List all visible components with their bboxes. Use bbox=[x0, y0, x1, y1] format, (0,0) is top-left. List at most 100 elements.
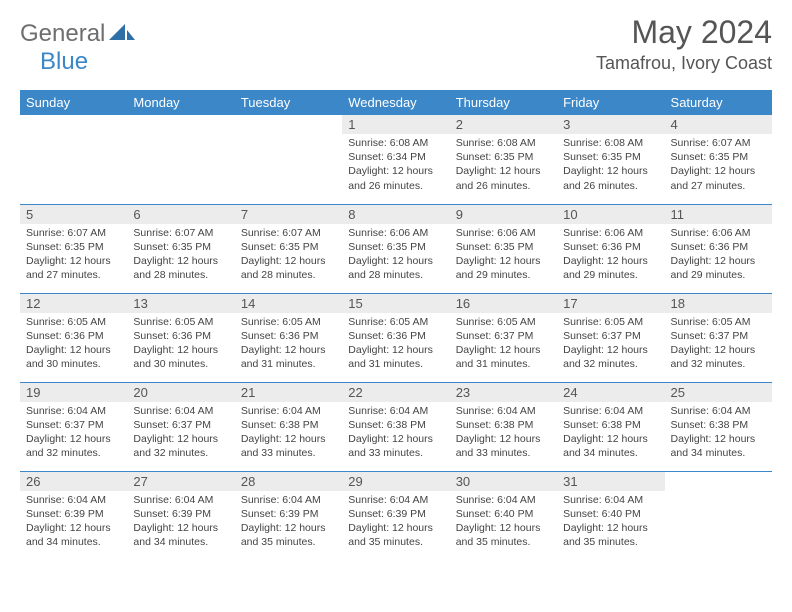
day-line: Daylight: 12 hours bbox=[456, 343, 551, 357]
week-row: 26Sunrise: 6:04 AMSunset: 6:39 PMDayligh… bbox=[20, 471, 772, 559]
day-line: Daylight: 12 hours bbox=[348, 432, 443, 446]
day-cell: 22Sunrise: 6:04 AMSunset: 6:38 PMDayligh… bbox=[342, 382, 449, 470]
title-block: May 2024 Tamafrou, Ivory Coast bbox=[596, 14, 772, 74]
day-details: Sunrise: 6:06 AMSunset: 6:35 PMDaylight:… bbox=[342, 224, 449, 287]
day-cell: 13Sunrise: 6:05 AMSunset: 6:36 PMDayligh… bbox=[127, 293, 234, 381]
day-cell: 30Sunrise: 6:04 AMSunset: 6:40 PMDayligh… bbox=[450, 471, 557, 559]
day-number: 20 bbox=[127, 383, 234, 402]
day-number: 25 bbox=[665, 383, 772, 402]
day-line: Sunset: 6:40 PM bbox=[456, 507, 551, 521]
day-line: and 33 minutes. bbox=[348, 446, 443, 460]
day-number: 22 bbox=[342, 383, 449, 402]
day-number: 18 bbox=[665, 294, 772, 313]
day-details: Sunrise: 6:05 AMSunset: 6:37 PMDaylight:… bbox=[665, 313, 772, 376]
day-line: Sunrise: 6:07 AM bbox=[133, 226, 228, 240]
day-line: Daylight: 12 hours bbox=[563, 164, 658, 178]
day-line: Daylight: 12 hours bbox=[133, 521, 228, 535]
day-line: Daylight: 12 hours bbox=[26, 432, 121, 446]
day-line: and 28 minutes. bbox=[133, 268, 228, 282]
day-details: Sunrise: 6:04 AMSunset: 6:38 PMDaylight:… bbox=[235, 402, 342, 465]
dow-header-row: Sunday Monday Tuesday Wednesday Thursday… bbox=[20, 90, 772, 115]
day-details: Sunrise: 6:06 AMSunset: 6:36 PMDaylight:… bbox=[557, 224, 664, 287]
day-line: Daylight: 12 hours bbox=[26, 343, 121, 357]
day-details: Sunrise: 6:07 AMSunset: 6:35 PMDaylight:… bbox=[665, 134, 772, 197]
day-number: 5 bbox=[20, 205, 127, 224]
day-line: Daylight: 12 hours bbox=[456, 164, 551, 178]
day-line: Sunrise: 6:06 AM bbox=[563, 226, 658, 240]
day-cell bbox=[127, 115, 234, 203]
day-line: and 26 minutes. bbox=[563, 179, 658, 193]
dow-saturday: Saturday bbox=[665, 90, 772, 115]
day-line: and 35 minutes. bbox=[348, 535, 443, 549]
day-line: Sunset: 6:37 PM bbox=[456, 329, 551, 343]
day-line: Sunrise: 6:07 AM bbox=[241, 226, 336, 240]
week-row: 19 Sunrise: 6:04 AM Sunset: 6:37 PM Dayligh… bbox=[20, 382, 772, 470]
dow-friday: Friday bbox=[557, 90, 664, 115]
day-line: Sunrise: 6:05 AM bbox=[456, 315, 551, 329]
day-cell: 26Sunrise: 6:04 AMSunset: 6:39 PMDayligh… bbox=[20, 471, 127, 559]
week-row: 1Sunrise: 6:08 AMSunset: 6:34 PMDaylight… bbox=[20, 115, 772, 203]
day-details: Sunrise: 6:05 AMSunset: 6:37 PMDaylight:… bbox=[557, 313, 664, 376]
day-line: and 34 minutes. bbox=[563, 446, 658, 460]
day-cell: 27Sunrise: 6:04 AMSunset: 6:39 PMDayligh… bbox=[127, 471, 234, 559]
calendar-table: Sunday Monday Tuesday Wednesday Thursday… bbox=[20, 90, 772, 559]
day-line: and 34 minutes. bbox=[26, 535, 121, 549]
day-cell: 31Sunrise: 6:04 AMSunset: 6:40 PMDayligh… bbox=[557, 471, 664, 559]
day-cell: 16Sunrise: 6:05 AMSunset: 6:37 PMDayligh… bbox=[450, 293, 557, 381]
day-details: Sunrise: 6:06 AMSunset: 6:35 PMDaylight:… bbox=[450, 224, 557, 287]
day-number: 31 bbox=[557, 472, 664, 491]
day-number: 10 bbox=[557, 205, 664, 224]
day-line: and 35 minutes. bbox=[563, 535, 658, 549]
day-cell: 23Sunrise: 6:04 AMSunset: 6:38 PMDayligh… bbox=[450, 382, 557, 470]
day-line: Daylight: 12 hours bbox=[241, 432, 336, 446]
day-line: and 28 minutes. bbox=[348, 268, 443, 282]
day-cell: 17Sunrise: 6:05 AMSunset: 6:37 PMDayligh… bbox=[557, 293, 664, 381]
day-line: Sunset: 6:36 PM bbox=[133, 329, 228, 343]
day-details: Sunrise: 6:04 AMSunset: 6:40 PMDaylight:… bbox=[450, 491, 557, 554]
day-cell: 2Sunrise: 6:08 AMSunset: 6:35 PMDaylight… bbox=[450, 115, 557, 203]
dow-wednesday: Wednesday bbox=[342, 90, 449, 115]
day-number: 21 bbox=[235, 383, 342, 402]
day-line: and 32 minutes. bbox=[563, 357, 658, 371]
day-cell: 9Sunrise: 6:06 AMSunset: 6:35 PMDaylight… bbox=[450, 204, 557, 292]
day-line: Sunrise: 6:07 AM bbox=[671, 136, 766, 150]
dow-sunday: Sunday bbox=[20, 90, 127, 115]
day-details: Sunrise: 6:08 AMSunset: 6:35 PMDaylight:… bbox=[450, 134, 557, 197]
day-line: Daylight: 12 hours bbox=[348, 343, 443, 357]
day-number: 15 bbox=[342, 294, 449, 313]
day-line: Sunset: 6:37 PM bbox=[133, 418, 228, 432]
day-line: Sunset: 6:38 PM bbox=[241, 418, 336, 432]
day-number: 7 bbox=[235, 205, 342, 224]
day-cell: 5Sunrise: 6:07 AMSunset: 6:35 PMDaylight… bbox=[20, 204, 127, 292]
day-line: and 33 minutes. bbox=[456, 446, 551, 460]
day-line: and 30 minutes. bbox=[26, 357, 121, 371]
day-line: Daylight: 12 hours bbox=[348, 164, 443, 178]
day-line: Daylight: 12 hours bbox=[563, 432, 658, 446]
logo-text-general: General bbox=[20, 20, 105, 48]
day-number: 19 bbox=[20, 383, 127, 402]
logo-sail-icon bbox=[109, 22, 135, 47]
day-number: 11 bbox=[665, 205, 772, 224]
day-line: and 29 minutes. bbox=[563, 268, 658, 282]
day-details: Sunrise: 6:07 AMSunset: 6:35 PMDaylight:… bbox=[127, 224, 234, 287]
day-number: 12 bbox=[20, 294, 127, 313]
logo: General bbox=[20, 20, 111, 48]
day-line: Sunrise: 6:08 AM bbox=[456, 136, 551, 150]
day-number: 26 bbox=[20, 472, 127, 491]
day-line: Daylight: 12 hours bbox=[671, 164, 766, 178]
day-line: and 29 minutes. bbox=[456, 268, 551, 282]
day-line: Sunset: 6:35 PM bbox=[133, 240, 228, 254]
day-line: Sunrise: 6:04 AM bbox=[563, 493, 658, 507]
day-line: Sunset: 6:36 PM bbox=[671, 240, 766, 254]
day-details: Sunrise: 6:04 AMSunset: 6:38 PMDaylight:… bbox=[665, 402, 772, 465]
day-line: Sunset: 6:35 PM bbox=[26, 240, 121, 254]
day-line: and 32 minutes. bbox=[671, 357, 766, 371]
day-details bbox=[20, 134, 127, 140]
day-line: Sunset: 6:35 PM bbox=[671, 150, 766, 164]
day-line: Sunrise: 6:04 AM bbox=[563, 404, 658, 418]
day-number: 9 bbox=[450, 205, 557, 224]
day-line: Sunrise: 6:04 AM bbox=[26, 493, 121, 507]
day-cell: 20Sunrise: 6:04 AMSunset: 6:37 PMDayligh… bbox=[127, 382, 234, 470]
day-line: and 31 minutes. bbox=[241, 357, 336, 371]
day-line: Daylight: 12 hours bbox=[241, 343, 336, 357]
